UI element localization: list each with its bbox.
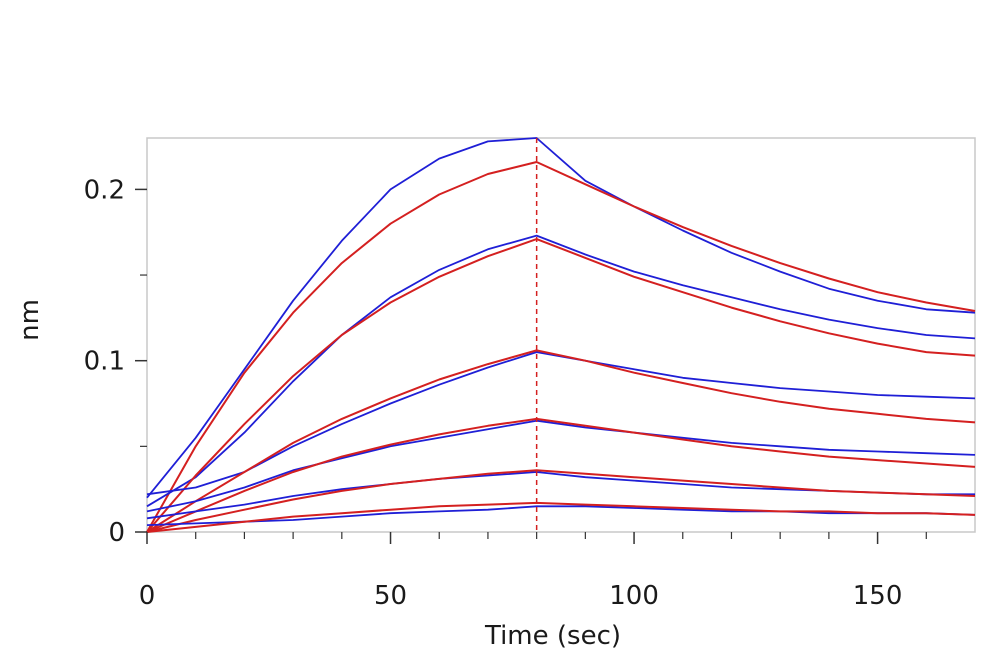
y-tick-label: 0.2 <box>84 175 125 205</box>
measured-curve-4 <box>146 419 976 513</box>
fit-curve-3 <box>146 349 976 533</box>
fit-curve-5 <box>146 469 976 533</box>
fit-curve-6 <box>146 501 976 533</box>
y-tick-label: 0 <box>108 518 125 548</box>
x-tick-label: 50 <box>374 581 407 611</box>
measured-curve-6 <box>146 505 976 526</box>
x-tick-label: 0 <box>139 581 156 611</box>
y-tick-label: 0.1 <box>84 347 125 377</box>
x-tick-label: 100 <box>609 581 659 611</box>
fit-curve-2 <box>146 238 976 533</box>
fit-curve-1 <box>146 161 976 533</box>
series-layer <box>146 137 976 533</box>
axes-layer: 0 50 100 150 0 0.1 0.2 <box>84 175 927 611</box>
y-axis-title: nm <box>15 299 45 341</box>
x-tick-label: 150 <box>853 581 903 611</box>
measured-curve-2 <box>146 234 976 508</box>
measured-curve-1 <box>146 137 976 499</box>
fit-curve-4 <box>146 417 976 533</box>
x-axis-title: Time (sec) <box>484 621 621 651</box>
